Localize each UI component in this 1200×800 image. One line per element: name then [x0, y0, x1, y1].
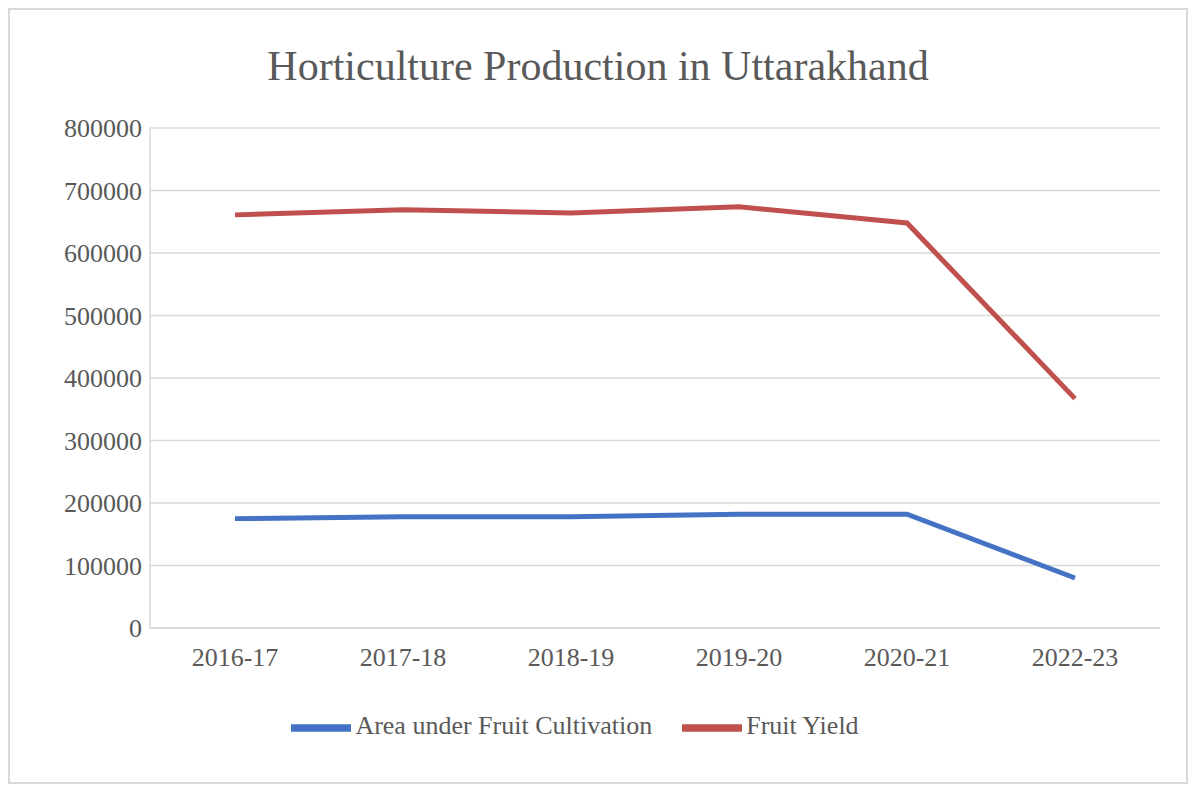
- html-text:Area under Fruit Cultivation: Area under Fruit Cultivation: [355, 711, 653, 740]
- svg-text:300000: 300000: [64, 427, 142, 456]
- html-text:Horticulture Production in Utt: Horticulture Production in Uttarakhand: [267, 43, 929, 89]
- svg-text:400000: 400000: [64, 364, 142, 393]
- svg-text:100000: 100000: [64, 552, 142, 581]
- html-text:Fruit Yield: Fruit Yield: [746, 711, 859, 740]
- svg-text:2019-20: 2019-20: [696, 643, 783, 672]
- svg-text:500000: 500000: [64, 302, 142, 331]
- svg-text:700000: 700000: [64, 177, 142, 206]
- svg-text:800000: 800000: [64, 114, 142, 143]
- svg-text:2016-17: 2016-17: [192, 643, 279, 672]
- svg-text:600000: 600000: [64, 239, 142, 268]
- svg-text:2017-18: 2017-18: [360, 643, 447, 672]
- svg-text:2020-21: 2020-21: [864, 643, 951, 672]
- svg-text:200000: 200000: [64, 489, 142, 518]
- svg-text:2018-19: 2018-19: [528, 643, 615, 672]
- svg-text:2022-23: 2022-23: [1032, 643, 1119, 672]
- svg-text:0: 0: [129, 614, 142, 643]
